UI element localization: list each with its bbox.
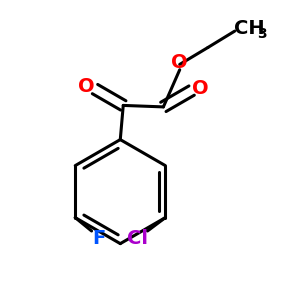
Text: O: O — [192, 79, 208, 98]
Text: F: F — [92, 229, 106, 247]
Text: O: O — [171, 53, 188, 72]
Text: O: O — [78, 77, 95, 96]
Text: Cl: Cl — [127, 229, 148, 247]
Text: 3: 3 — [257, 27, 267, 41]
Text: CH: CH — [234, 19, 264, 38]
